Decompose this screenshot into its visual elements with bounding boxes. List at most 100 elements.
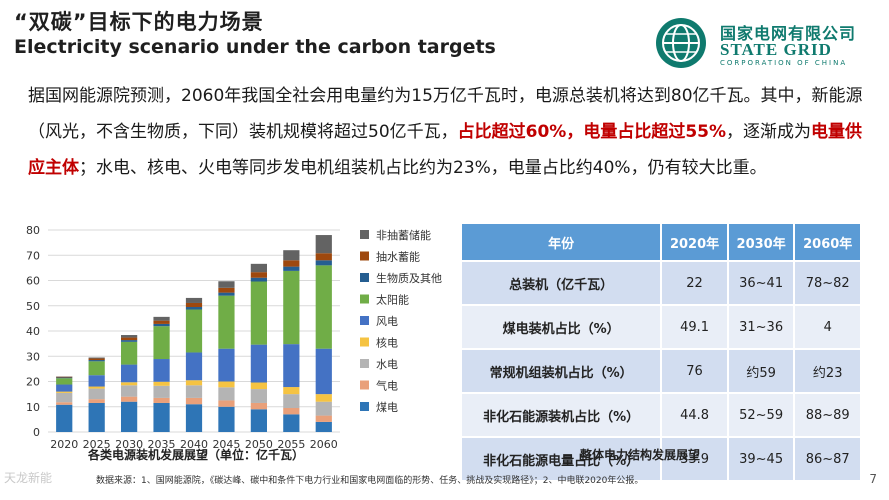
legend-label: 太阳能 — [376, 293, 409, 307]
legend-swatch — [360, 273, 369, 282]
paragraph-highlight-2: 电量占比超过55% — [583, 122, 727, 142]
bar-segment — [218, 381, 235, 388]
bar-segment — [121, 364, 138, 383]
legend-swatch — [360, 251, 369, 261]
bar-segment — [153, 323, 170, 327]
y-tick-label: 70 — [26, 249, 40, 262]
logo-subtitle: CORPORATION OF CHINA — [720, 59, 848, 67]
state-grid-globe-icon — [656, 18, 706, 68]
bar-segment — [250, 389, 267, 403]
table-cell: 33.9 — [660, 436, 729, 482]
bar-segment — [153, 402, 170, 432]
paragraph-part-1: 据国网能源院预测，2060年我国全社会用电量约为15万亿千瓦时，电源总装机将达到… — [28, 86, 863, 142]
bar-segment — [250, 277, 267, 282]
bar-segment — [250, 281, 267, 345]
legend-label: 煤电 — [376, 401, 398, 414]
legend-swatch — [360, 402, 369, 411]
legend-label: 气电 — [376, 379, 398, 393]
bar-segment — [283, 394, 300, 409]
bar-segment — [56, 402, 73, 405]
bar-segment — [250, 344, 267, 383]
bar-segment — [88, 357, 105, 359]
table-header-cell: 2020年 — [660, 222, 729, 262]
bar-segment — [218, 400, 235, 407]
legend-swatch — [360, 230, 369, 239]
logo-name-cn: 国家电网有限公司 — [720, 24, 857, 43]
table-cell: 52~59 — [726, 392, 796, 438]
x-tick-label: 2060 — [310, 438, 338, 451]
table-cell: 39~45 — [726, 436, 796, 482]
x-tick-label: 2040 — [180, 438, 208, 451]
bar-segment — [250, 272, 267, 278]
table-row: 常规机组装机占比（%） 76 约59 约23 — [459, 348, 862, 394]
bar-segment — [121, 385, 138, 397]
paragraph-part-6: ；水电、核电、火电等同步发电机组装机占比约为23%，电量占比约40%，仍有较大比… — [79, 158, 767, 178]
table-header-cell: 年份 — [459, 222, 663, 262]
x-tick-label: 2050 — [245, 438, 273, 451]
paragraph-part-4: ，逐渐成为 — [726, 122, 812, 142]
bar-segment — [121, 335, 138, 338]
bar-segment — [153, 326, 170, 360]
bar-segment — [250, 382, 267, 390]
bar-segment — [250, 409, 267, 432]
table-cell: 49.1 — [660, 304, 729, 350]
bar-segment — [218, 348, 235, 382]
table-cell: 78~82 — [793, 260, 862, 306]
y-tick-label: 20 — [26, 376, 40, 389]
row-label: 常规机组装机占比（%） — [459, 348, 663, 394]
bar-segment — [218, 387, 235, 401]
bar-segment — [283, 250, 300, 261]
bar-segment — [315, 235, 332, 254]
legend-label: 生物质及其他 — [376, 271, 442, 285]
x-tick-label: 2055 — [277, 438, 305, 451]
y-tick-label: 0 — [33, 426, 40, 439]
logo-name-en: STATE GRID — [720, 40, 832, 59]
bar-segment — [283, 414, 300, 432]
legend-label: 抽水蓄能 — [376, 250, 420, 264]
y-tick-label: 60 — [26, 275, 40, 288]
y-tick-label: 50 — [26, 300, 40, 313]
bar-segment — [283, 260, 300, 267]
table-cell: 31~36 — [726, 304, 796, 350]
paragraph-highlight-3: 电量供应主体 — [28, 122, 863, 178]
bar-segment — [283, 387, 300, 395]
bar-segment — [153, 397, 170, 403]
bar-segment — [250, 402, 267, 410]
bar-segment — [121, 401, 138, 432]
table-row: 煤电装机占比（%） 49.1 31~36 4 — [459, 304, 862, 350]
table-row: 总装机（亿千瓦） 22 36~41 78~82 — [459, 260, 862, 306]
row-label: 非化石能源电量占比（%） — [459, 436, 663, 482]
bar-segment — [121, 337, 138, 341]
x-tick-label: 2025 — [83, 438, 111, 451]
legend-swatch — [360, 380, 369, 390]
watermark-text: 天龙新能 — [4, 471, 53, 485]
title-cn: “双碳”目标下的电力场景 — [14, 10, 264, 34]
bar-segment — [283, 408, 300, 415]
legend-swatch — [360, 316, 369, 325]
structure-table: 年份 2020年 2030年 2060年 总装机（亿千瓦） 22 36~41 7… — [459, 222, 862, 482]
x-tick-label: 2020 — [50, 438, 78, 451]
bar-segment — [315, 253, 332, 261]
bar-segment — [88, 399, 105, 403]
table-caption: 整体电力结构发展展望 — [580, 448, 701, 462]
y-tick-label: 80 — [26, 224, 40, 237]
bar-segment — [315, 260, 332, 266]
bar-segment — [88, 375, 105, 387]
bar-segment — [315, 401, 332, 416]
bar-segment — [121, 396, 138, 402]
bar-segment — [185, 397, 203, 405]
bar-segment — [56, 378, 73, 385]
table-header-cell: 2060年 — [793, 222, 862, 262]
table-cell: 约59 — [726, 348, 796, 394]
x-tick-label: 2035 — [148, 438, 176, 451]
row-label: 非化石能源装机占比（%） — [459, 392, 663, 438]
title-en: Electricity scenario under the carbon ta… — [14, 36, 496, 58]
table-cell: 86~87 — [793, 436, 862, 482]
bar-segment — [283, 266, 300, 271]
bar-segment — [88, 402, 105, 432]
legend-label: 水电 — [376, 358, 398, 371]
table-row: 非化石能源电量占比（%） 33.9 39~45 86~87 — [459, 436, 862, 482]
bar-segment — [218, 287, 235, 293]
table-header-cell: 2030年 — [726, 222, 796, 262]
bar-segment — [88, 358, 105, 361]
